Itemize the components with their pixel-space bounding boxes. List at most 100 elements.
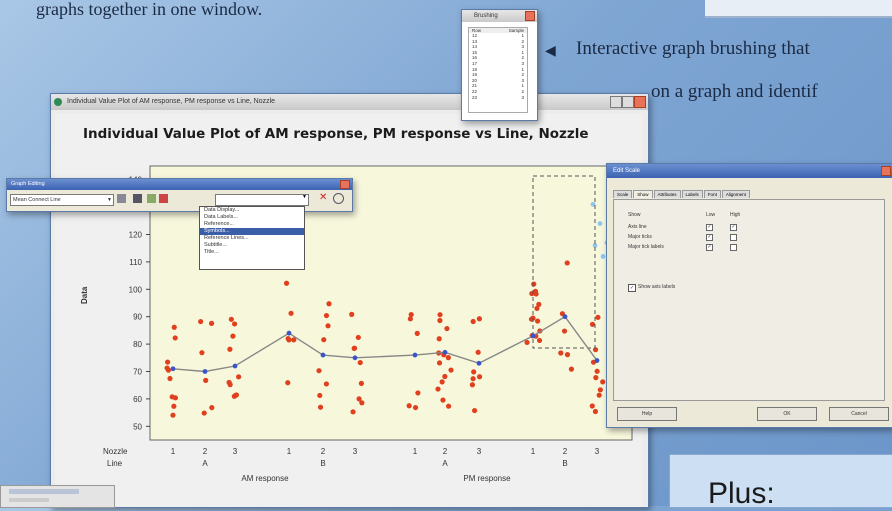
row-number: 18 [472, 66, 478, 72]
close-icon[interactable] [881, 166, 891, 176]
y-tick-label: 90 [133, 313, 142, 322]
chevron-down-icon[interactable]: ▼ [107, 197, 112, 203]
tab-font[interactable]: Font [703, 190, 721, 198]
individual-value-plot[interactable]: 1401301201101009080706050DataNozzleLine1… [55, 114, 642, 507]
text-icon[interactable] [159, 194, 168, 203]
data-point [321, 337, 327, 343]
data-point [291, 337, 297, 343]
graph-element-select[interactable]: Mean Connect Line ▼ [10, 194, 114, 206]
line-tick-label: B [320, 459, 325, 468]
mean-point [594, 358, 600, 363]
close-icon[interactable] [525, 11, 535, 21]
brushing-row[interactable]: 13 2 [469, 39, 527, 45]
edit-icon[interactable] [117, 194, 126, 203]
sample-value: 1 [521, 66, 524, 72]
data-point [535, 318, 541, 324]
show-checkbox[interactable]: ✓ [706, 224, 713, 231]
brushing-row[interactable]: 18 1 [469, 67, 527, 73]
tab-attributes[interactable]: Attributes [653, 190, 681, 198]
data-point [358, 380, 364, 386]
nozzle-tick-label: 1 [287, 447, 292, 456]
brushing-table[interactable]: Row Sample 12 1 13 2 14 3 15 1 16 2 17 3 18 1 19 2 20 3 21… [468, 27, 528, 113]
line-tick-label: A [442, 459, 448, 468]
data-point [199, 350, 205, 356]
data-point [203, 377, 209, 383]
help-button[interactable]: Help [617, 407, 677, 421]
show-row-label: Axis line [628, 224, 647, 230]
data-point [534, 305, 540, 312]
data-point [285, 380, 291, 386]
chevron-down-icon[interactable]: ▼ [302, 195, 307, 200]
nozzle-tick-label: 2 [443, 447, 448, 456]
select-icon[interactable] [133, 194, 142, 203]
brushing-row[interactable]: 14 3 [469, 44, 527, 50]
show-checkbox[interactable]: ✓ [706, 244, 713, 251]
plot-window-titlebar[interactable]: Individual Value Plot of AM response, PM… [51, 94, 648, 110]
data-point [167, 375, 173, 382]
brushing-row[interactable]: 22 2 [469, 89, 527, 95]
cancel-button[interactable]: Cancel [829, 407, 889, 421]
data-point [564, 352, 571, 358]
nozzle-row-label: Nozzle [103, 447, 128, 456]
data-point [564, 260, 570, 266]
tab-strip: Scale Show Attributes Labels Font Alignment [613, 190, 751, 198]
zoom-icon[interactable] [333, 193, 344, 204]
menu-item[interactable]: Reference Lines... [204, 235, 249, 241]
data-point [283, 280, 290, 286]
edit-scale-titlebar[interactable]: Edit Scale [607, 164, 892, 178]
caption-top-left: graphs together in one window. [36, 0, 263, 19]
data-point [592, 347, 599, 353]
maximize-icon[interactable] [622, 96, 634, 108]
add-icon[interactable] [147, 194, 156, 203]
arrow-icon: ◀ [545, 44, 556, 59]
tab-labels[interactable]: Labels [681, 190, 703, 198]
data-point [326, 301, 332, 307]
select-value: Mean Connect Line [13, 197, 61, 203]
menu-item[interactable]: Data Labels... [204, 214, 238, 220]
data-point [357, 359, 363, 366]
data-point [317, 392, 323, 399]
brushing-row[interactable]: 17 3 [469, 61, 527, 67]
show-checkbox[interactable] [730, 244, 737, 251]
nozzle-tick-label: 1 [413, 447, 418, 456]
tab-scale[interactable]: Scale [613, 190, 633, 198]
sample-value: 3 [521, 60, 524, 66]
ok-button[interactable]: OK [757, 407, 817, 421]
menu-item[interactable]: Data Display... [204, 207, 240, 213]
menu-item[interactable]: Subtitle... [204, 242, 227, 248]
data-point [316, 368, 322, 374]
show-checkbox[interactable] [730, 234, 737, 241]
tab-show[interactable]: Show [633, 190, 653, 198]
brushing-row[interactable]: 23 3 [469, 95, 527, 101]
menu-item[interactable]: Title... [204, 249, 219, 255]
row-number: 23 [472, 94, 478, 100]
add-item-select[interactable]: ▼ [215, 194, 309, 206]
minitab-icon [54, 98, 62, 106]
brushing-row[interactable]: 15 1 [469, 50, 527, 56]
data-point [172, 395, 179, 401]
show-checkbox[interactable]: ✓ [706, 234, 713, 241]
row-number: 14 [472, 44, 478, 50]
menu-item[interactable]: Symbols... [200, 228, 304, 235]
show-axis-labels-checkbox[interactable]: ✓ [628, 284, 636, 292]
close-icon[interactable] [340, 180, 350, 189]
brushing-row[interactable]: 16 2 [469, 55, 527, 61]
brushing-row[interactable]: 21 1 [469, 83, 527, 89]
minimize-icon[interactable] [610, 96, 622, 108]
close-icon[interactable] [634, 96, 646, 108]
row-number: 13 [472, 38, 478, 44]
show-checkbox[interactable]: ✓ [730, 224, 737, 231]
brushing-row[interactable]: 19 2 [469, 72, 527, 78]
delete-icon[interactable]: ✕ [319, 192, 328, 203]
y-tick-label: 100 [129, 285, 143, 294]
graph-editing-titlebar[interactable]: Graph Editing [7, 179, 352, 190]
data-point [172, 335, 178, 341]
plus-heading: Plus: [708, 477, 775, 510]
show-row-label: Major ticks [628, 234, 652, 240]
brushing-titlebar[interactable]: Brushing [462, 10, 537, 22]
brushing-row[interactable]: 12 1 [469, 33, 527, 39]
menu-item[interactable]: Reference... [204, 221, 234, 227]
data-point [536, 337, 543, 344]
brushing-row[interactable]: 20 3 [469, 78, 527, 84]
tab-alignment[interactable]: Alignment [721, 190, 750, 198]
